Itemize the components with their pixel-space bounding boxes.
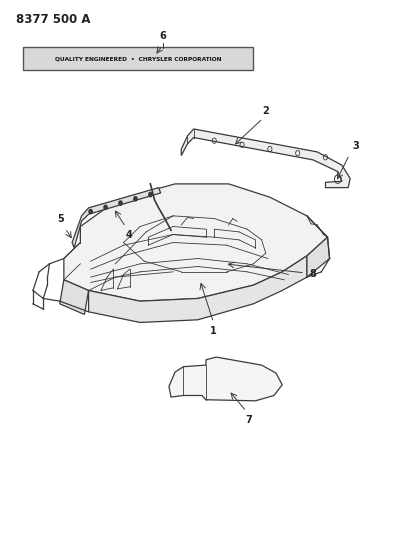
- Polygon shape: [169, 357, 282, 401]
- Text: 1: 1: [210, 326, 217, 336]
- Text: 8: 8: [310, 269, 317, 279]
- Text: QUALITY ENGINEERED  •  CHRYSLER CORPORATION: QUALITY ENGINEERED • CHRYSLER CORPORATIO…: [55, 56, 221, 61]
- Text: 4: 4: [125, 230, 132, 240]
- Text: 6: 6: [159, 31, 166, 41]
- Circle shape: [104, 205, 107, 209]
- Polygon shape: [60, 280, 89, 314]
- Polygon shape: [89, 256, 307, 322]
- Text: 2: 2: [262, 106, 269, 116]
- Circle shape: [89, 209, 92, 214]
- FancyBboxPatch shape: [23, 47, 253, 70]
- Polygon shape: [64, 184, 328, 301]
- Circle shape: [134, 197, 137, 201]
- Circle shape: [149, 192, 152, 197]
- Text: 7: 7: [245, 415, 252, 425]
- Text: 8377 500 A: 8377 500 A: [16, 13, 91, 26]
- Polygon shape: [307, 237, 330, 277]
- Text: 3: 3: [352, 141, 359, 151]
- Circle shape: [119, 201, 122, 205]
- Polygon shape: [181, 129, 350, 188]
- Polygon shape: [72, 188, 161, 248]
- Text: 5: 5: [58, 214, 64, 224]
